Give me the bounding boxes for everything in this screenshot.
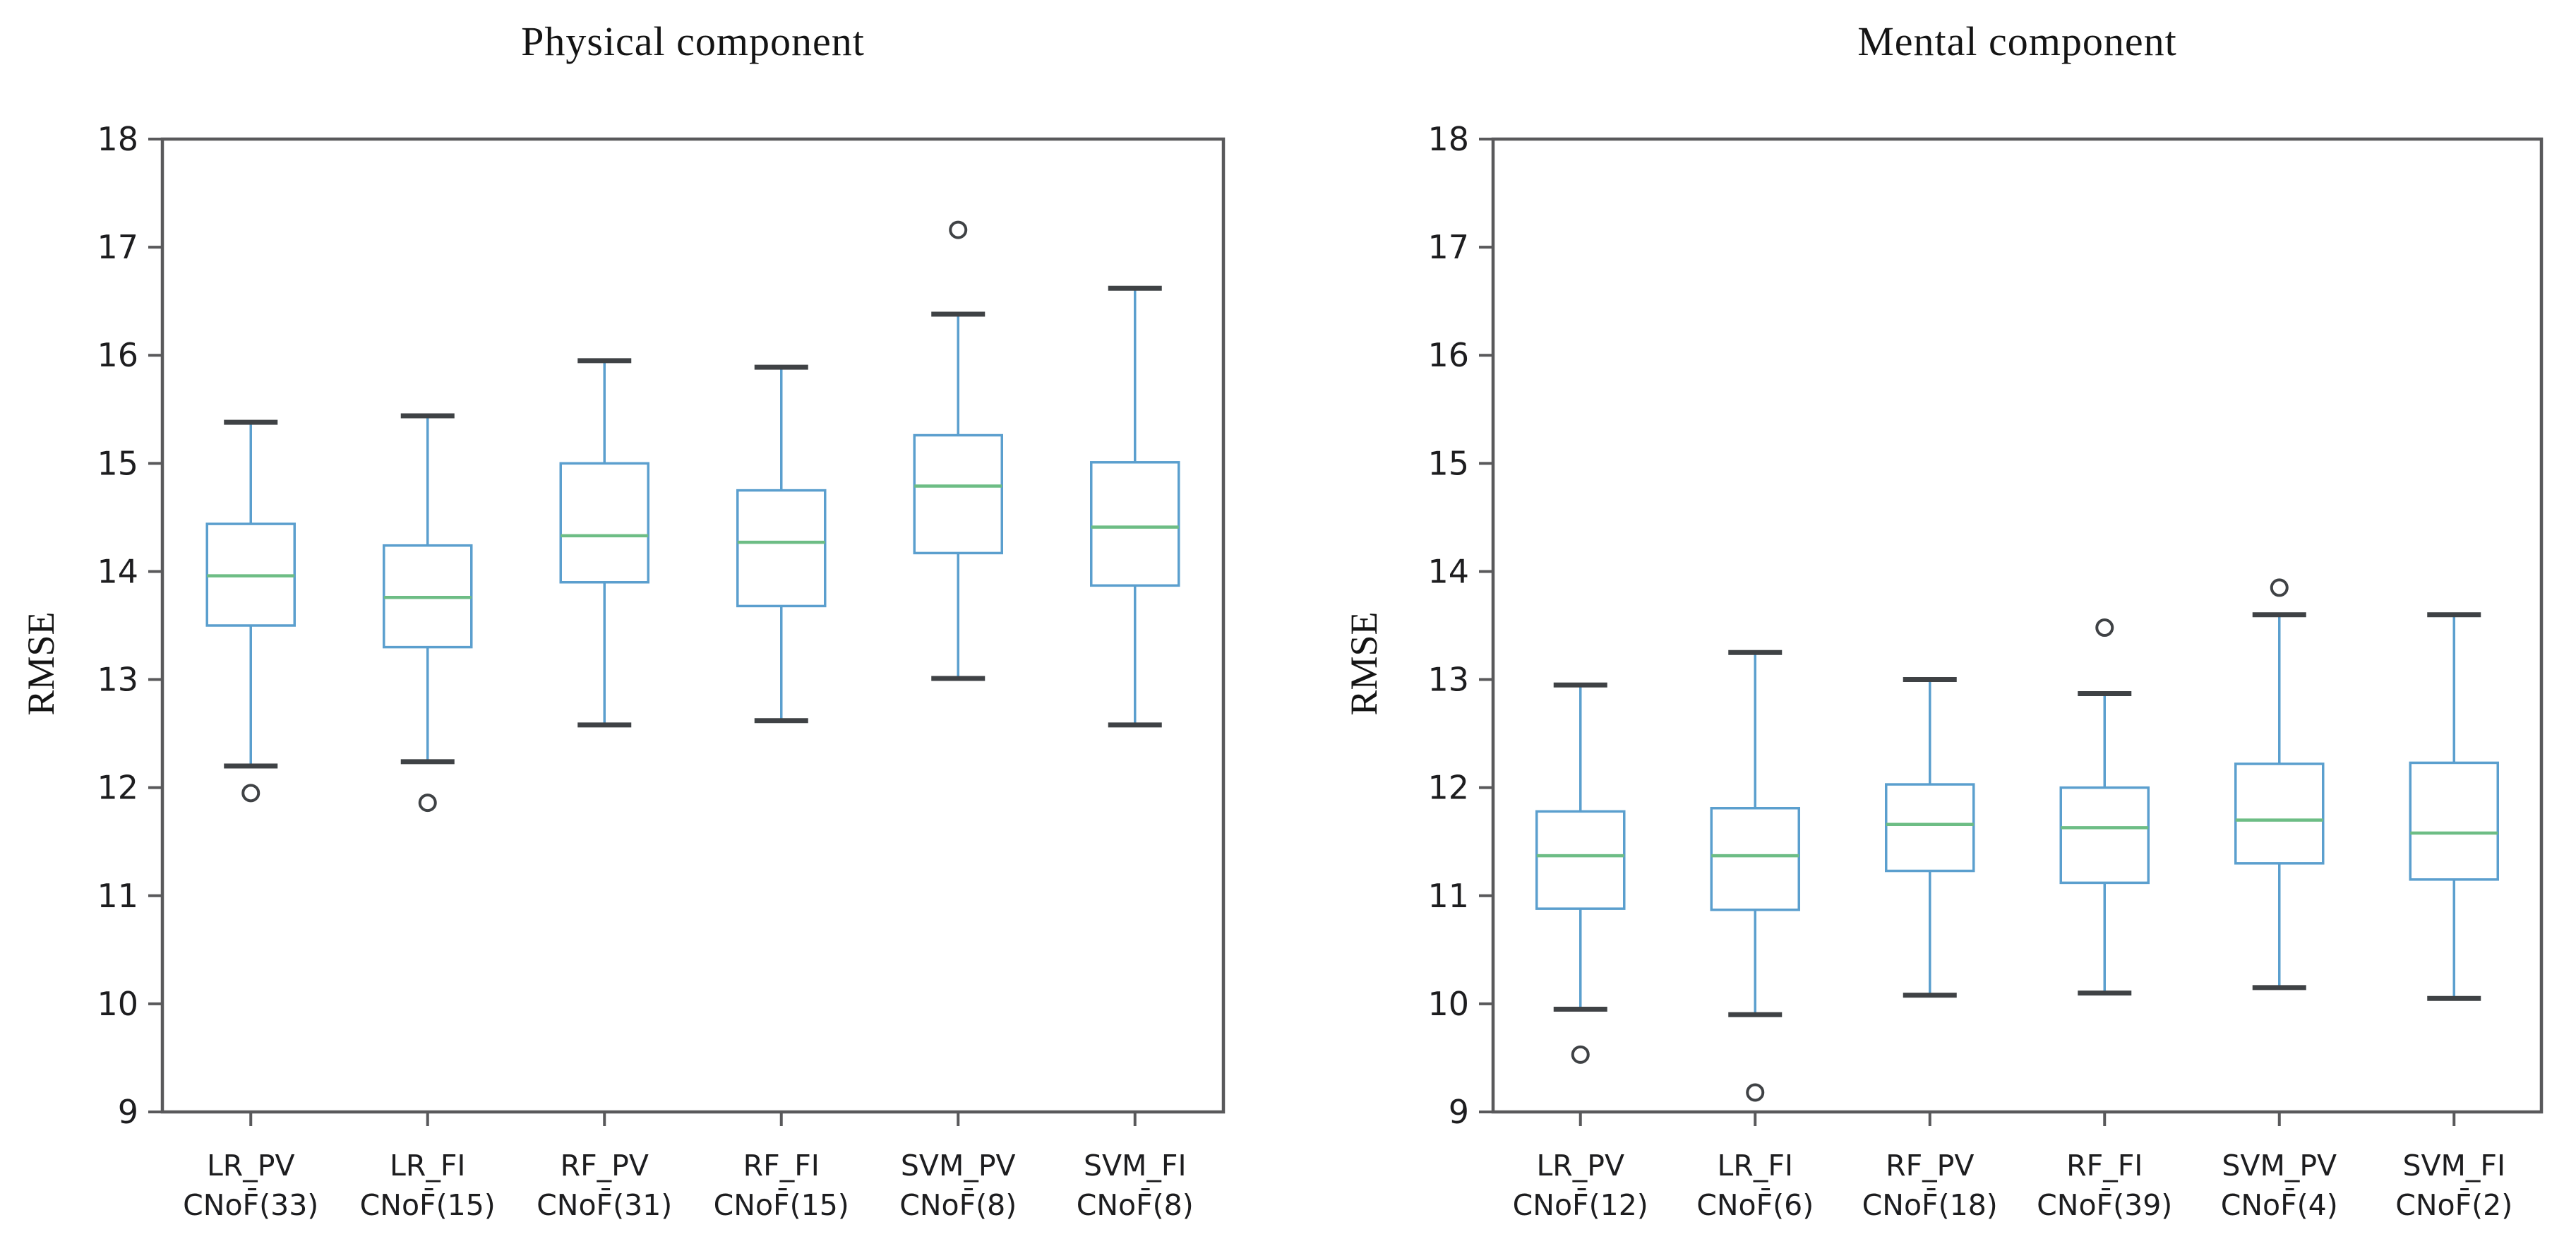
x-category-cnof-label: CNoF̄(39) bbox=[2037, 1188, 2172, 1222]
y-tick-label: 18 bbox=[1427, 120, 1469, 158]
chart-title-physical: Physical component bbox=[521, 18, 865, 64]
x-category-model-label: SVM_PV bbox=[2222, 1149, 2337, 1183]
y-tick-label: 14 bbox=[97, 552, 138, 590]
iqr-box bbox=[1885, 783, 1975, 873]
x-category-cnof-label: CNoF̄(15) bbox=[714, 1188, 849, 1222]
y-tick-label: 17 bbox=[97, 228, 138, 266]
y-tick-label: 16 bbox=[97, 336, 138, 374]
iqr-box bbox=[2234, 762, 2325, 865]
iqr-box bbox=[2409, 761, 2499, 881]
y-tick-label: 9 bbox=[1449, 1093, 1469, 1131]
y-tick-label: 18 bbox=[97, 120, 138, 158]
y-tick-label: 17 bbox=[1427, 228, 1469, 266]
plot-border bbox=[160, 137, 1226, 1114]
outlier-point bbox=[418, 794, 437, 813]
outlier-point bbox=[949, 220, 968, 239]
y-tick-label: 10 bbox=[1427, 985, 1469, 1023]
x-category-model-label: RF_PV bbox=[1886, 1149, 1974, 1183]
y-tick-label: 11 bbox=[97, 877, 138, 915]
outlier-point bbox=[1571, 1045, 1590, 1064]
iqr-box bbox=[1710, 807, 1800, 911]
x-category-cnof-label: CNoF̄(2) bbox=[2395, 1188, 2512, 1222]
outlier-point bbox=[1746, 1083, 1765, 1102]
x-category-model-label: RF_FI bbox=[2066, 1149, 2143, 1183]
chart-title-mental: Mental component bbox=[1857, 18, 2177, 64]
x-category-cnof-label: CNoF̄(4) bbox=[2221, 1188, 2338, 1222]
x-category-cnof-label: CNoF̄(31) bbox=[537, 1188, 672, 1222]
x-category-model-label: SVM_FI bbox=[1084, 1149, 1187, 1183]
iqr-box bbox=[1535, 810, 1626, 910]
x-category-model-label: SVM_PV bbox=[901, 1149, 1016, 1183]
y-tick-label: 16 bbox=[1427, 336, 1469, 374]
iqr-box bbox=[559, 462, 649, 584]
outlier-point bbox=[2270, 578, 2289, 597]
iqr-box bbox=[913, 433, 1003, 555]
x-category-cnof-label: CNoF̄(6) bbox=[1696, 1188, 1814, 1222]
x-category-cnof-label: CNoF̄(8) bbox=[899, 1188, 1017, 1222]
y-tick-label: 12 bbox=[97, 769, 138, 807]
y-tick-label: 14 bbox=[1427, 552, 1469, 590]
outlier-point bbox=[241, 784, 260, 803]
plot-border bbox=[1491, 137, 2544, 1114]
iqr-box bbox=[1090, 461, 1180, 587]
y-tick-label: 12 bbox=[1427, 769, 1469, 807]
y-tick-label: 15 bbox=[97, 444, 138, 482]
y-tick-label: 10 bbox=[97, 985, 138, 1023]
y-axis-label-physical: RMSE bbox=[20, 611, 62, 716]
x-category-model-label: RF_PV bbox=[561, 1149, 649, 1183]
x-category-model-label: LR_PV bbox=[207, 1149, 295, 1183]
x-category-model-label: LR_FI bbox=[390, 1149, 466, 1183]
y-tick-label: 9 bbox=[118, 1093, 138, 1131]
x-category-cnof-label: CNoF̄(15) bbox=[360, 1188, 496, 1222]
x-category-model-label: LR_FI bbox=[1717, 1149, 1793, 1183]
y-tick-label: 11 bbox=[1427, 877, 1469, 915]
x-category-cnof-label: CNoF̄(18) bbox=[1862, 1188, 1998, 1222]
y-tick-label: 13 bbox=[97, 661, 138, 699]
y-tick-label: 13 bbox=[1427, 661, 1469, 699]
y-tick-label: 15 bbox=[1427, 444, 1469, 482]
x-category-model-label: SVM_FI bbox=[2402, 1149, 2505, 1183]
iqr-box bbox=[736, 489, 827, 608]
iqr-box bbox=[2059, 786, 2150, 885]
x-category-cnof-label: CNoF̄(33) bbox=[183, 1188, 318, 1222]
x-category-model-label: RF_FI bbox=[743, 1149, 820, 1183]
x-category-cnof-label: CNoF̄(8) bbox=[1077, 1188, 1194, 1222]
y-axis-label-mental: RMSE bbox=[1343, 611, 1385, 716]
x-category-cnof-label: CNoF̄(12) bbox=[1513, 1188, 1648, 1222]
outlier-point bbox=[2095, 618, 2114, 638]
x-category-model-label: LR_PV bbox=[1536, 1149, 1624, 1183]
